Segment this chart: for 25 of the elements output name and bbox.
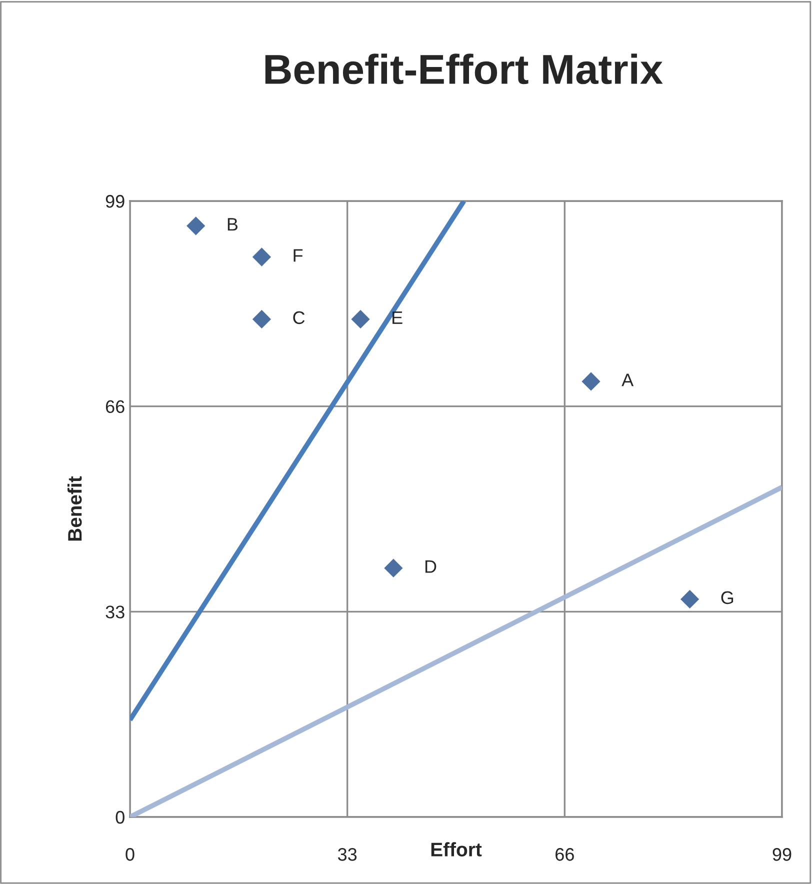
annotation: C [293, 311, 305, 324]
chart-title: Benefit-Effort Matrix [265, 54, 663, 84]
x-axis-title: Effort [431, 842, 482, 856]
point [351, 310, 370, 329]
x-tick-label: 0 [126, 848, 134, 861]
y-tick-label: 33 [106, 606, 124, 618]
annotation: G [721, 591, 734, 604]
point [252, 248, 272, 266]
point [384, 558, 403, 578]
y-tick-label: 0 [116, 810, 124, 824]
annotation: B [228, 218, 238, 231]
annotation: F [294, 249, 303, 262]
x-tick-label: 66 [556, 848, 574, 861]
point [186, 216, 206, 236]
y-axis-title: Benefit [67, 476, 82, 541]
point [252, 310, 272, 329]
annotation: D [425, 560, 436, 573]
x-tick-label: 99 [772, 848, 792, 861]
point [582, 372, 600, 391]
annotation: E [392, 311, 402, 324]
y-tick-label: 99 [106, 194, 124, 208]
x-tick-label: 33 [338, 848, 357, 861]
y-tick-label: 66 [106, 400, 124, 414]
point [680, 590, 700, 609]
annotation: A [622, 374, 634, 386]
